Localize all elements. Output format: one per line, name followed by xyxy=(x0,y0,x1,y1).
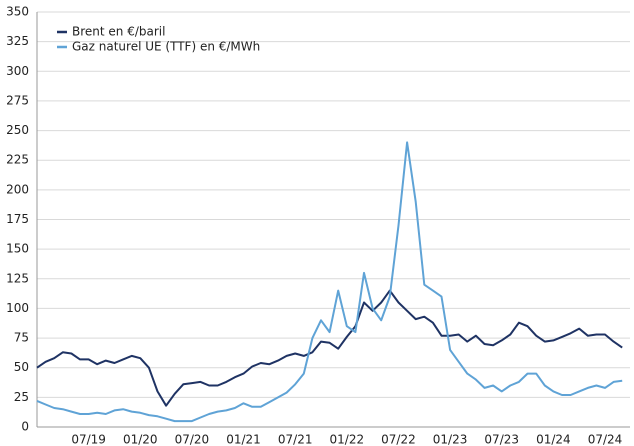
y-tick-label: 150 xyxy=(6,242,29,256)
y-tick-label: 50 xyxy=(14,360,29,374)
y-tick-label: 25 xyxy=(14,390,29,404)
x-tick-label: 01/24 xyxy=(536,433,571,446)
x-tick-label: 07/19 xyxy=(71,433,106,446)
y-tick-label: 75 xyxy=(14,331,29,345)
x-tick-label: 01/20 xyxy=(123,433,158,446)
x-tick-label: 07/22 xyxy=(381,433,416,446)
y-tick-label: 100 xyxy=(6,301,29,315)
legend-label: Gaz naturel UE (TTF) en €/MWh xyxy=(72,40,260,54)
y-tick-label: 300 xyxy=(6,64,29,78)
x-tick-label: 07/20 xyxy=(175,433,210,446)
y-tick-label: 200 xyxy=(6,182,29,196)
series-line xyxy=(36,141,623,423)
x-tick-label: 01/23 xyxy=(433,433,468,446)
y-tick-label: 125 xyxy=(6,271,29,285)
y-tick-label: 175 xyxy=(6,212,29,226)
y-tick-label: 350 xyxy=(6,5,29,19)
x-tick-label: 07/24 xyxy=(588,433,623,446)
x-tick-label: 01/21 xyxy=(226,433,261,446)
y-tick-label: 0 xyxy=(21,420,29,434)
y-tick-label: 275 xyxy=(6,93,29,107)
legend-label: Brent en €/baril xyxy=(72,25,165,39)
x-tick-label: 07/23 xyxy=(484,433,519,446)
y-tick-label: 225 xyxy=(6,153,29,167)
x-tick-label: 01/22 xyxy=(330,433,365,446)
x-tick-label: 07/21 xyxy=(278,433,313,446)
y-tick-label: 250 xyxy=(6,123,29,137)
y-tick-label: 325 xyxy=(6,34,29,48)
series-line xyxy=(36,289,623,407)
